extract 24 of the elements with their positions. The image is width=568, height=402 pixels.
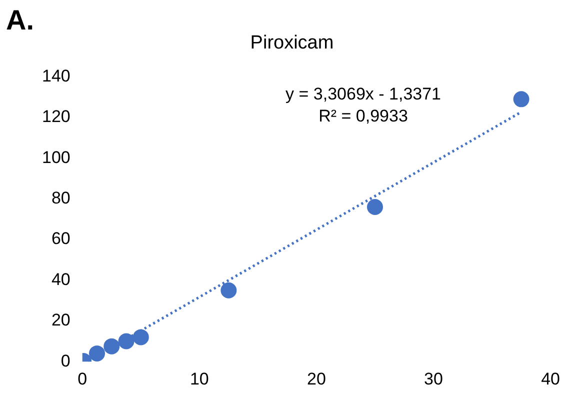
point [104,338,120,354]
point [366,198,383,215]
y-tick-label: 100 [42,148,70,167]
point [88,345,105,362]
y-tick-label: 60 [51,229,70,248]
point [220,282,237,298]
point [118,333,134,350]
y-tick-label: 140 [42,66,70,86]
chart-title: Piroxicam [250,32,334,54]
x-tick-label: 30 [424,369,443,388]
annotation: R² = 0,9933 [318,106,408,126]
point [513,91,530,108]
y-tick-label: 120 [42,107,70,126]
text: A. [6,4,34,36]
annotation: y = 3,3069x - 1,3371 [286,84,442,104]
y-tick-label: 0 [60,351,70,370]
y-tick-label: 80 [51,188,70,208]
y-tick-label: 40 [51,270,70,289]
x-tick-label: 40 [541,369,560,388]
point [132,329,149,346]
x-tick-label: 20 [306,369,326,388]
x-tick-label: 10 [190,369,209,388]
y-tick-label: 20 [51,310,70,330]
x-tick-label: 0 [78,369,88,388]
